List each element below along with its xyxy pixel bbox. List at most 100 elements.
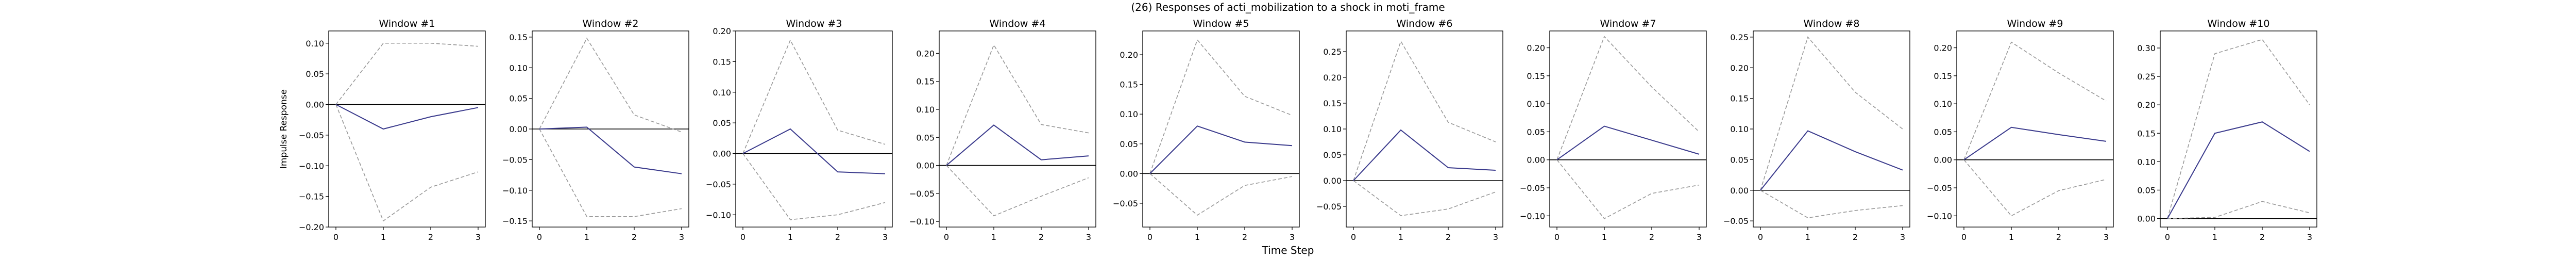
y-tick-label: 0.00 (1934, 155, 1952, 165)
x-tick-label: 0 (333, 232, 338, 242)
y-tick-label: 0.15 (713, 57, 731, 67)
y-tick-label: −0.15 (299, 192, 324, 202)
y-tick-label: 0.10 (2137, 157, 2156, 167)
x-tick-label: 2 (2260, 232, 2265, 242)
confidence-band-lower (1963, 159, 2107, 217)
y-tick-label: −0.05 (502, 155, 528, 165)
y-tick-label: 0.05 (713, 118, 731, 128)
x-tick-label: 1 (381, 232, 386, 242)
panel-window-8: Window #8 −0.05 0.00 0.05 0.10 0.15 0.20 0.25 0 1… (1723, 18, 1910, 242)
confidence-band-lower (2167, 201, 2310, 219)
confidence-band-upper (1353, 40, 1496, 181)
y-tick-label: −0.10 (1927, 211, 1952, 221)
confidence-band-upper (2167, 39, 2310, 219)
panel-window-2: Window #2 −0.15 −0.10 −0.05 0.00 0.05 0.10 0.15… (502, 18, 689, 242)
x-tick-label: 2 (1039, 232, 1044, 242)
response-line (335, 104, 479, 130)
confidence-band-lower (1556, 159, 1700, 219)
y-tick-label: 0.05 (1730, 155, 1749, 165)
x-tick-label: 3 (1086, 232, 1091, 242)
x-tick-label: 1 (1602, 232, 1607, 242)
x-tick-label: 1 (991, 232, 996, 242)
panel-title: Window #5 (1193, 18, 1249, 29)
y-tick-label: 0.30 (2137, 43, 2156, 53)
y-tick-label: 0.15 (1934, 71, 1952, 81)
y-tick-label: 0.15 (2137, 128, 2156, 138)
y-tick-label: 0.20 (713, 26, 731, 36)
panel-title: Window #6 (1397, 18, 1453, 29)
y-tick-label: −0.05 (299, 131, 324, 140)
x-tick-label: 1 (1195, 232, 1200, 242)
panel-window-5: Window #5 −0.05 0.00 0.05 0.10 0.15 0.20 0 1 2 3 (1113, 18, 1300, 242)
panel-title: Window #9 (2007, 18, 2063, 29)
x-tick-label: 2 (1853, 232, 1858, 242)
y-axis-label: Impulse Response (279, 89, 289, 169)
panel-window-6: Window #6 −0.05 0.00 0.05 0.10 0.15 0.20 0.25 0 1… (1316, 18, 1503, 242)
panels: Window #1 −0.20 −0.15 −0.10 −0.05 0.00 0.05 0.1… (299, 18, 2317, 242)
axes-frame (328, 30, 486, 228)
y-tick-label: 0.05 (2137, 185, 2156, 195)
panel-title: Window #7 (1600, 18, 1656, 29)
x-tick-label: 3 (476, 232, 481, 242)
y-tick-label: 0.00 (1527, 155, 1545, 165)
x-tick-label: 0 (1147, 232, 1153, 242)
y-tick-label: 0.20 (2137, 100, 2156, 110)
figure-title: (26) Responses of acti_mobilization to a… (1131, 1, 1445, 13)
confidence-band-lower (335, 104, 479, 222)
y-tick-label: 0.05 (509, 94, 528, 104)
y-tick-label: 0.05 (1120, 139, 1138, 149)
x-tick-label: 3 (1900, 232, 1905, 242)
panel-title: Window #2 (583, 18, 639, 29)
y-tick-label: −0.10 (502, 186, 528, 196)
y-tick-label: 0.20 (916, 49, 935, 58)
y-tick-label: −0.20 (299, 222, 324, 232)
panel-window-10: Window #10 0.00 0.05 0.10 0.15 0.20 0.25 0.30 0 1… (2137, 18, 2317, 242)
y-tick-label: −0.05 (1113, 199, 1138, 208)
x-tick-label: 0 (537, 232, 542, 242)
y-tick-label: −0.10 (1520, 211, 1545, 221)
y-tick-label: 0.10 (1120, 109, 1138, 119)
x-tick-label: 3 (1493, 232, 1498, 242)
response-line (946, 124, 1089, 166)
y-tick-label: 0.00 (713, 149, 731, 159)
y-tick-label: −0.10 (909, 217, 935, 227)
x-tick-label: 2 (1242, 232, 1247, 242)
panel-window-4: Window #4 −0.10 −0.05 0.00 0.05 0.10 0.15 0.20 0… (909, 18, 1096, 242)
confidence-band-upper (335, 42, 479, 105)
y-tick-label: −0.15 (502, 216, 528, 226)
y-tick-label: 0.20 (1934, 43, 1952, 53)
y-tick-label: 0.25 (1730, 33, 1749, 42)
x-tick-label: 2 (1446, 232, 1451, 242)
y-tick-label: 0.15 (1527, 71, 1545, 81)
panel-title: Window #1 (379, 18, 435, 29)
x-tick-label: 1 (1398, 232, 1403, 242)
confidence-band-upper (1760, 36, 1903, 190)
panel-window-9: Window #9 −0.10 −0.05 0.00 0.05 0.10 0.15 0.20 0… (1927, 18, 2114, 242)
y-tick-label: 0.20 (1730, 63, 1749, 73)
confidence-band-upper (1963, 41, 2107, 160)
x-tick-label: 1 (2212, 232, 2217, 242)
x-tick-label: 2 (632, 232, 637, 242)
confidence-band-lower (1149, 173, 1293, 216)
response-line (1963, 126, 2107, 160)
x-tick-label: 1 (584, 232, 589, 242)
response-line (2167, 121, 2310, 219)
y-tick-label: −0.05 (1723, 216, 1749, 226)
x-tick-label: 0 (1758, 232, 1763, 242)
confidence-band-lower (742, 153, 886, 220)
x-tick-label: 1 (2009, 232, 2014, 242)
x-tick-label: 1 (1805, 232, 1810, 242)
axes-frame (1956, 30, 2114, 228)
x-tick-label: 2 (2056, 232, 2061, 242)
panel-title: Window #10 (2207, 18, 2269, 29)
y-tick-label: 0.00 (1120, 169, 1138, 179)
x-tick-label: 2 (1649, 232, 1654, 242)
response-line (539, 126, 682, 174)
x-tick-label: 0 (740, 232, 745, 242)
x-tick-label: 3 (883, 232, 888, 242)
y-tick-label: 0.00 (509, 124, 528, 134)
panel-window-1: Window #1 −0.20 −0.15 −0.10 −0.05 0.00 0.05 0.1… (299, 18, 486, 242)
panel-window-3: Window #3 −0.10 −0.05 0.00 0.05 0.10 0.15 0.20 0… (706, 18, 893, 242)
y-tick-label: −0.05 (706, 180, 731, 189)
